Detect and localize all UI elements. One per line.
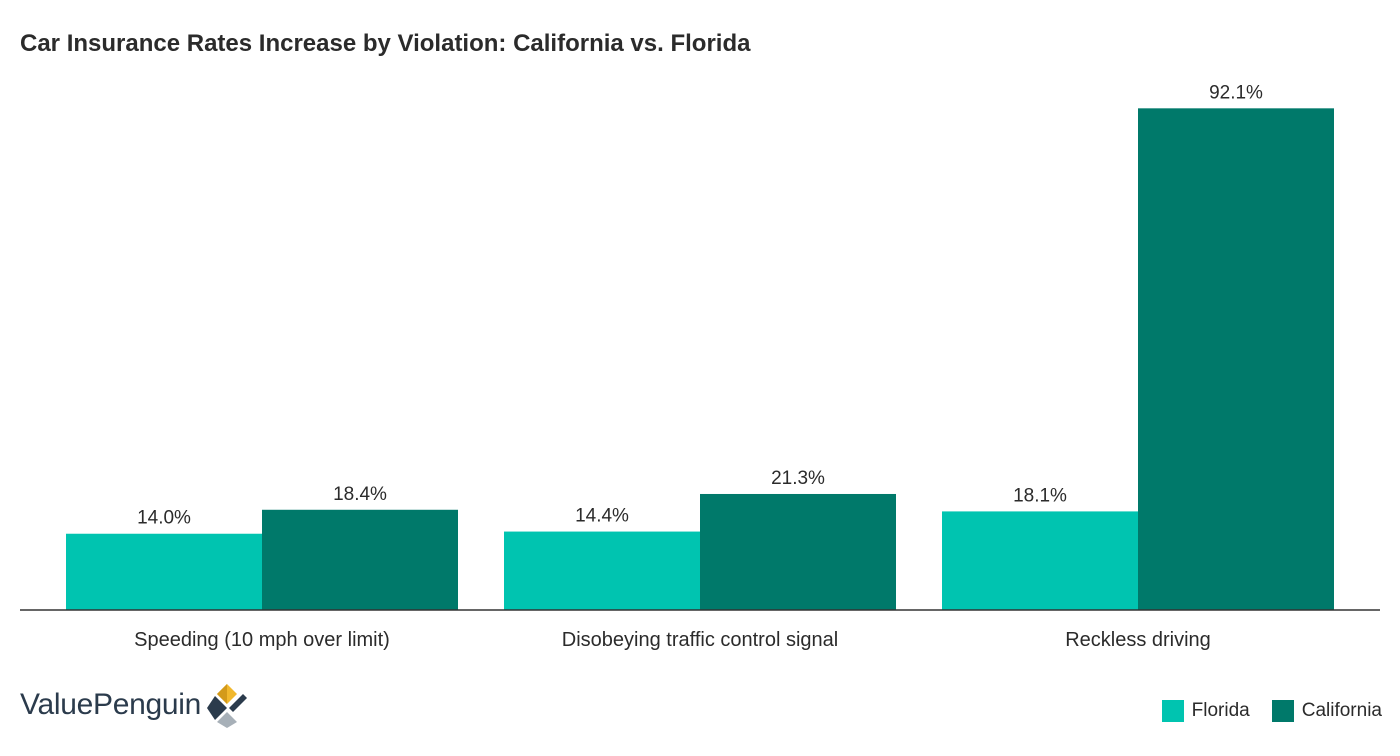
valuepenguin-logo-icon [207,684,247,728]
bar-chart: 14.0% 18.4% Speeding (10 mph over limit) 14… [20,82,1380,651]
bar-california-2 [700,493,896,610]
bar-florida-1 [66,533,262,610]
data-label-california-3: 92.1% [1209,82,1263,103]
brand-name: ValuePenguin [20,688,201,721]
data-label-florida-2: 14.4% [575,506,629,527]
legend-item-florida: Florida [1161,700,1250,722]
x-tick-label-3: Reckless driving [1065,629,1211,651]
bar-california-3 [1138,108,1334,610]
chart-title: Car Insurance Rates Increase by Violatio… [20,30,751,57]
x-tick-label-1: Speeding (10 mph over limit) [134,629,390,651]
legend-label-florida: Florida [1191,700,1250,721]
legend-label-california: California [1301,700,1382,721]
data-label-florida-3: 18.1% [1013,485,1067,506]
x-tick-label-2: Disobeying traffic control signal [562,629,838,651]
data-label-california-2: 21.3% [771,468,825,489]
bar-florida-2 [504,531,700,610]
data-label-florida-1: 14.0% [137,508,191,529]
legend-item-california: California [1271,700,1382,722]
bar-california-1 [262,509,458,610]
bar-florida-3 [942,511,1138,610]
data-label-california-1: 18.4% [333,484,387,505]
legend-swatch-california [1271,700,1294,722]
chart-legend: Florida California [1161,700,1382,722]
legend-swatch-florida [1161,700,1184,722]
brand-logo: ValuePenguin [20,680,247,730]
